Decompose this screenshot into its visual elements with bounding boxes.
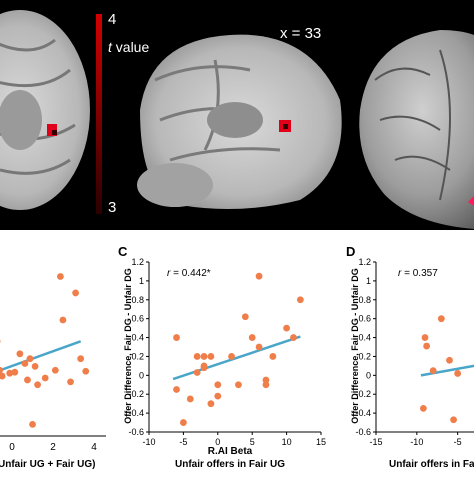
x-tick-label: 2 xyxy=(50,442,56,453)
x-tick-label: 0 xyxy=(9,442,15,453)
data-point xyxy=(201,364,208,371)
data-point xyxy=(82,368,89,375)
colorbar-max-label: 4 xyxy=(108,11,116,28)
data-point xyxy=(256,273,263,280)
x-axis-title: R.AI Beta xyxy=(208,446,253,457)
data-point xyxy=(450,416,457,423)
data-point xyxy=(72,290,79,297)
colorbar-min-label: 3 xyxy=(108,199,116,216)
data-point xyxy=(24,377,31,384)
x-axis-label: Unfair UG + Fair UG) xyxy=(0,459,96,470)
data-point xyxy=(173,386,180,393)
data-point xyxy=(438,315,445,322)
data-point xyxy=(256,344,263,351)
data-point xyxy=(16,350,23,357)
axis-lines xyxy=(149,262,321,432)
data-point xyxy=(201,353,208,360)
data-point xyxy=(214,393,221,400)
data-point xyxy=(249,334,256,341)
x-tick-label: -5 xyxy=(179,437,187,447)
y-tick-label: 0 xyxy=(366,370,371,380)
y-tick-label: 1.2 xyxy=(358,257,371,267)
y-tick-label: 0.2 xyxy=(131,351,144,361)
panel-letter-c: C xyxy=(118,244,128,259)
data-point xyxy=(194,369,201,376)
y-tick-label: 1 xyxy=(366,276,371,286)
correlation-label: r = 0.357 xyxy=(398,268,438,279)
data-point xyxy=(29,421,36,428)
regression-line xyxy=(0,341,81,373)
data-point xyxy=(11,369,18,376)
x-tick-label: 4 xyxy=(91,442,97,453)
y-tick-label: 0.8 xyxy=(358,295,371,305)
x-tick-label: -5 xyxy=(454,437,462,447)
scatter-panel-d: 1.210.80.60.40.20-0.2-0.4-0.6-15-10-5 xyxy=(355,257,474,447)
data-point xyxy=(180,419,187,426)
y-tick-label: -0.6 xyxy=(128,427,144,437)
data-point xyxy=(420,405,427,412)
x-axis-label: Unfair offers in Fair UG xyxy=(389,459,474,470)
data-point xyxy=(208,400,215,407)
y-tick-label: 0.6 xyxy=(358,314,371,324)
scatter-panel-left xyxy=(0,262,106,436)
x-axis-label: Unfair offers in Fair UG xyxy=(175,459,285,470)
data-point xyxy=(297,296,304,303)
axis-lines xyxy=(0,262,106,436)
regression-line xyxy=(421,366,474,375)
data-point xyxy=(60,317,67,324)
panel-letter-d: D xyxy=(346,244,355,259)
x-tick-label: -10 xyxy=(410,437,423,447)
y-tick-label: -0.6 xyxy=(355,427,371,437)
x-tick-label: 10 xyxy=(282,437,292,447)
data-point xyxy=(454,370,461,377)
y-tick-label: 0.2 xyxy=(358,351,371,361)
data-point xyxy=(32,363,39,370)
regression-line xyxy=(173,337,300,380)
data-point xyxy=(430,367,437,374)
data-point xyxy=(194,353,201,360)
data-point xyxy=(228,353,235,360)
data-point xyxy=(57,273,64,280)
data-point xyxy=(173,334,180,341)
y-tick-label: 0 xyxy=(139,370,144,380)
data-point xyxy=(22,360,29,367)
data-point xyxy=(422,334,429,341)
y-tick-label: 0.4 xyxy=(358,333,371,343)
data-point xyxy=(283,325,290,332)
data-point xyxy=(77,355,84,362)
y-tick-label: 0.8 xyxy=(131,295,144,305)
x-tick-label: -15 xyxy=(369,437,382,447)
data-point xyxy=(27,355,34,362)
data-point xyxy=(67,378,74,385)
data-point xyxy=(34,381,41,388)
data-point xyxy=(187,396,194,403)
data-point xyxy=(446,357,453,364)
data-point xyxy=(263,381,270,388)
data-point xyxy=(42,375,49,382)
y-tick-label: 0.4 xyxy=(131,333,144,343)
y-tick-label: 0.6 xyxy=(131,314,144,324)
data-point xyxy=(214,381,221,388)
y-tick-label: 1 xyxy=(139,276,144,286)
data-point xyxy=(423,343,430,350)
data-point xyxy=(208,353,215,360)
y-axis-label: Offer Difference, Fair DG - Unfair DG xyxy=(350,268,360,424)
y-tick-label: 1.2 xyxy=(131,257,144,267)
correlation-label: r = 0.442* xyxy=(167,268,211,279)
data-point xyxy=(235,381,242,388)
data-point xyxy=(269,353,276,360)
y-axis-label: Offer Difference, Fair DG - Unfair DG xyxy=(123,268,133,424)
slice-coordinate-label: x = 33 xyxy=(280,25,321,42)
data-point xyxy=(0,367,3,374)
data-point xyxy=(52,367,59,374)
stat-label: t value xyxy=(108,39,149,55)
x-tick-label: 15 xyxy=(316,437,326,447)
data-point xyxy=(290,334,297,341)
x-tick-label: -10 xyxy=(142,437,155,447)
data-point xyxy=(0,373,6,380)
data-point xyxy=(242,313,249,320)
